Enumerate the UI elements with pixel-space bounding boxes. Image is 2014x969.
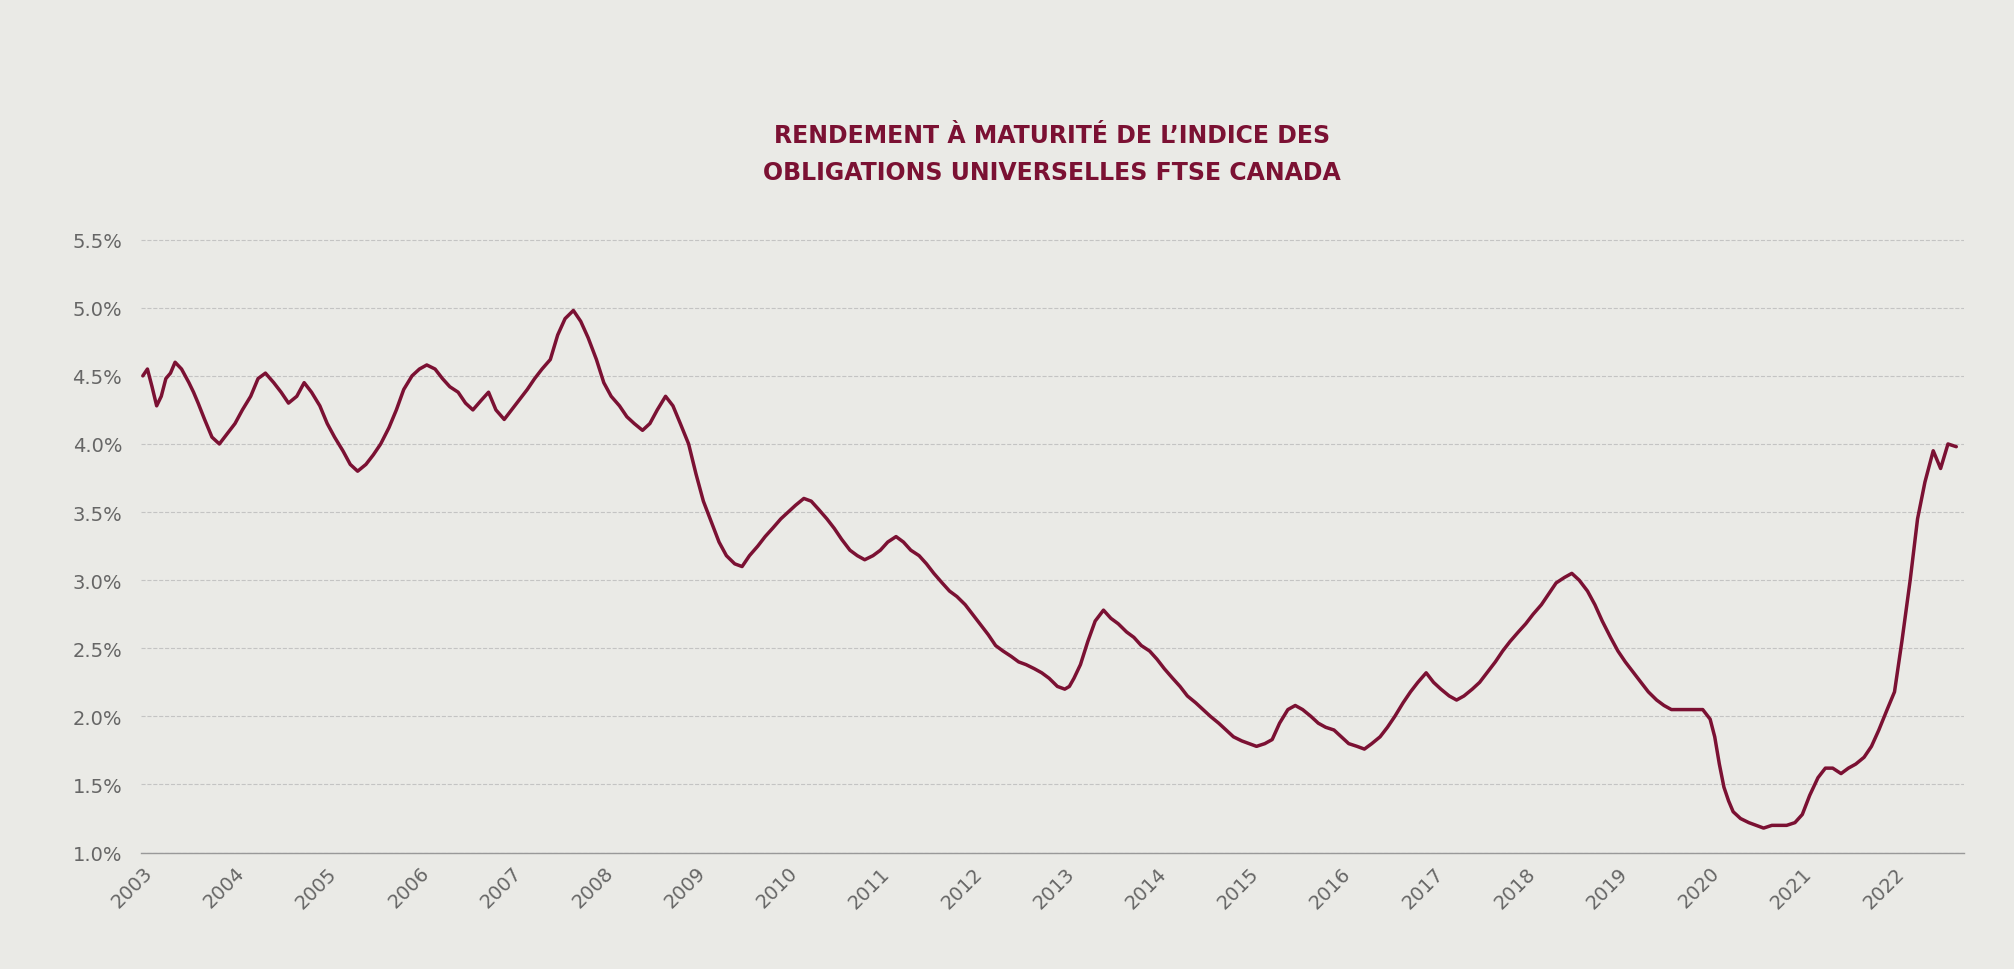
- Title: RENDEMENT À MATURITÉ DE L’INDICE DES
OBLIGATIONS UNIVERSELLES FTSE CANADA: RENDEMENT À MATURITÉ DE L’INDICE DES OBL…: [763, 124, 1341, 185]
